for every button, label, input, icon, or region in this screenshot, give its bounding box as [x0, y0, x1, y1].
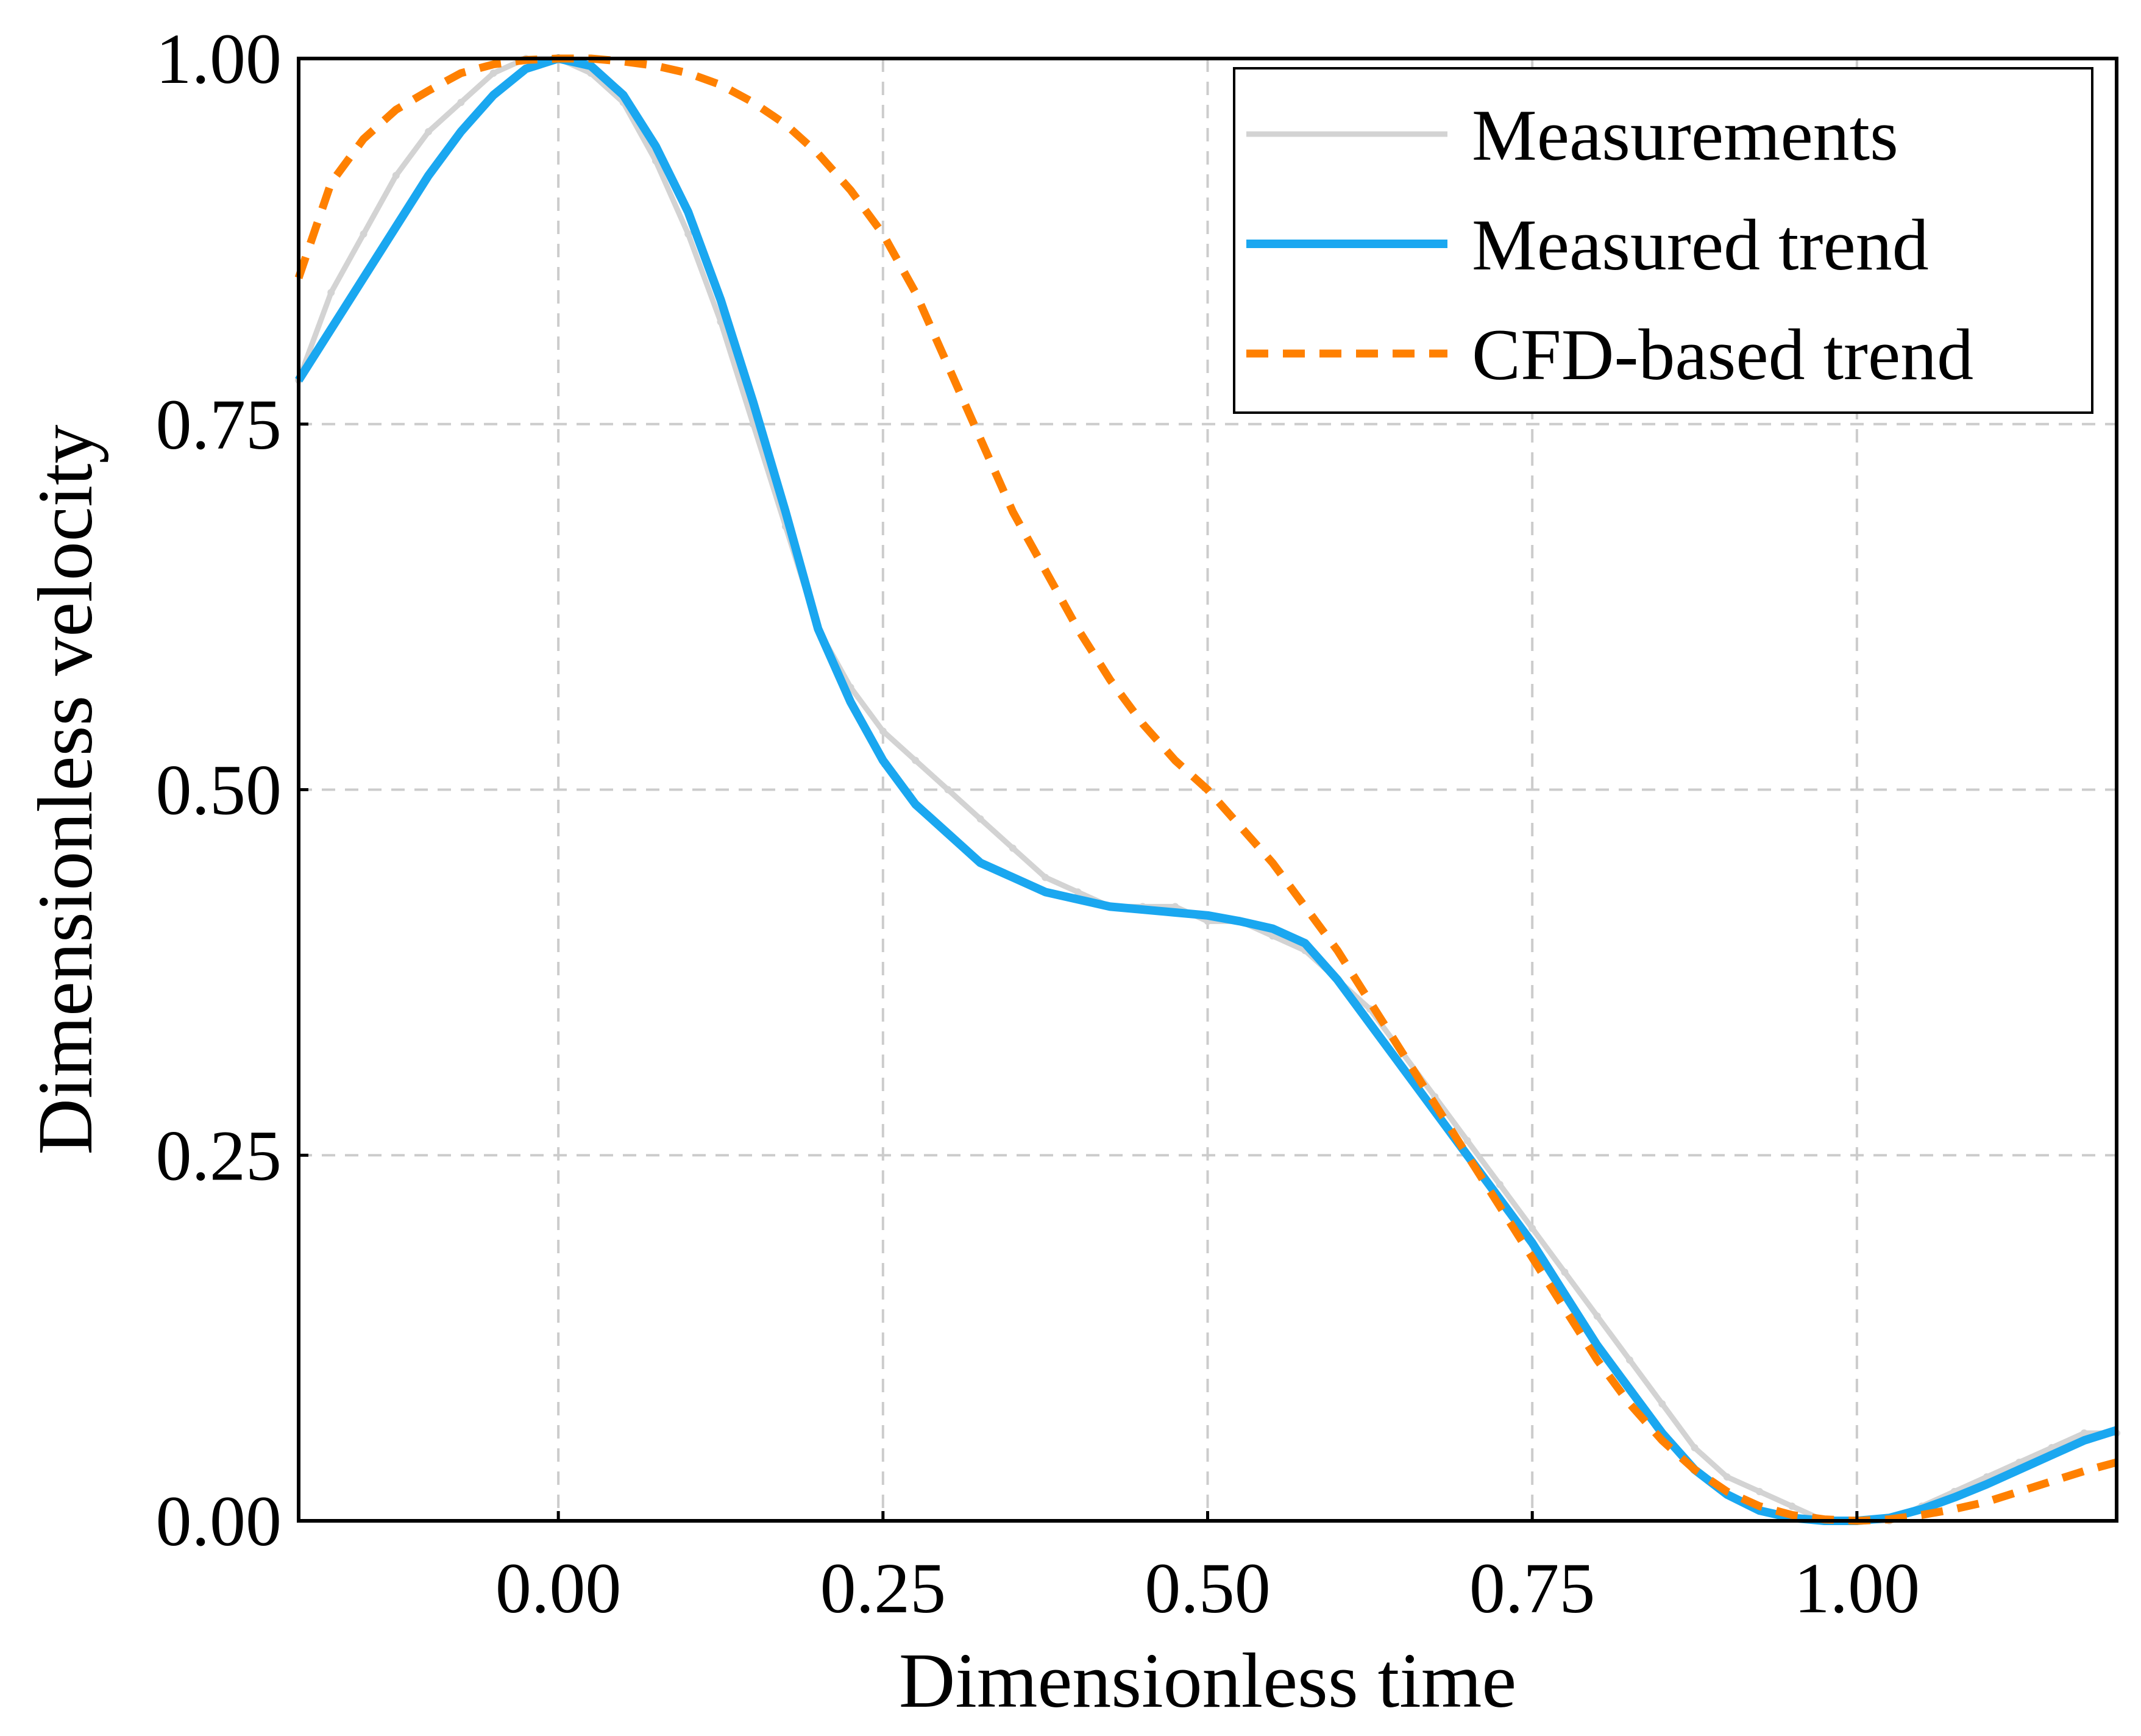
measurement-point [1074, 888, 1082, 896]
x-tick-label: 0.50 [1145, 1548, 1271, 1628]
measurement-point [327, 288, 335, 296]
x-tick-label: 0.25 [820, 1548, 946, 1628]
measurement-point [1788, 1503, 1796, 1510]
measurement-point [457, 98, 465, 106]
measurement-point [1463, 1137, 1471, 1145]
measurement-point [1723, 1473, 1731, 1481]
measurement-point [976, 815, 984, 823]
measurement-point [1529, 1225, 1536, 1233]
measurement-point [1756, 1488, 1764, 1496]
measurement-point [1042, 873, 1049, 881]
measurement-point [684, 230, 692, 238]
y-axis-title: Dimensionless velocity [22, 424, 108, 1154]
y-tick-label: 0.00 [156, 1481, 282, 1561]
y-tick-label: 1.00 [156, 19, 282, 99]
legend: Measurements Measured trend CFD-based tren… [1233, 67, 2093, 414]
x-tick-label: 0.75 [1469, 1548, 1596, 1628]
measurement-point [425, 127, 433, 135]
x-tick-label: 1.00 [1794, 1548, 1920, 1628]
measurement-point [1561, 1268, 1569, 1276]
legend-label: Measured trend [1472, 204, 1929, 285]
y-tick-label: 0.25 [156, 1115, 282, 1195]
x-tick-label: 0.00 [495, 1548, 622, 1628]
measurement-point [2080, 1429, 2088, 1437]
measurement-point [1691, 1444, 1699, 1452]
measurement-point [717, 318, 725, 326]
axes: 0.00 0.25 0.50 0.75 1.00 0.00 0.25 0.50 0.75 1.00 [156, 19, 1920, 1628]
y-tick-label: 0.50 [156, 750, 282, 830]
measurement-point [1593, 1312, 1601, 1320]
measurement-point [944, 786, 952, 794]
measurement-point [1658, 1400, 1666, 1408]
measurement-point [1625, 1356, 1633, 1364]
measurement-point [912, 756, 920, 764]
measurement-point [392, 171, 400, 179]
legend-label: CFD-based trend [1472, 314, 1973, 395]
measurement-point [879, 727, 887, 735]
measurement-point [489, 69, 497, 77]
legend-label: Measurements [1472, 94, 1898, 176]
y-tick-label: 0.75 [156, 385, 282, 464]
measurement-point [1496, 1181, 1504, 1189]
measurement-point [1009, 844, 1017, 852]
measurement-point [360, 230, 367, 238]
x-axis-title: Dimensionless time [899, 1637, 1516, 1724]
